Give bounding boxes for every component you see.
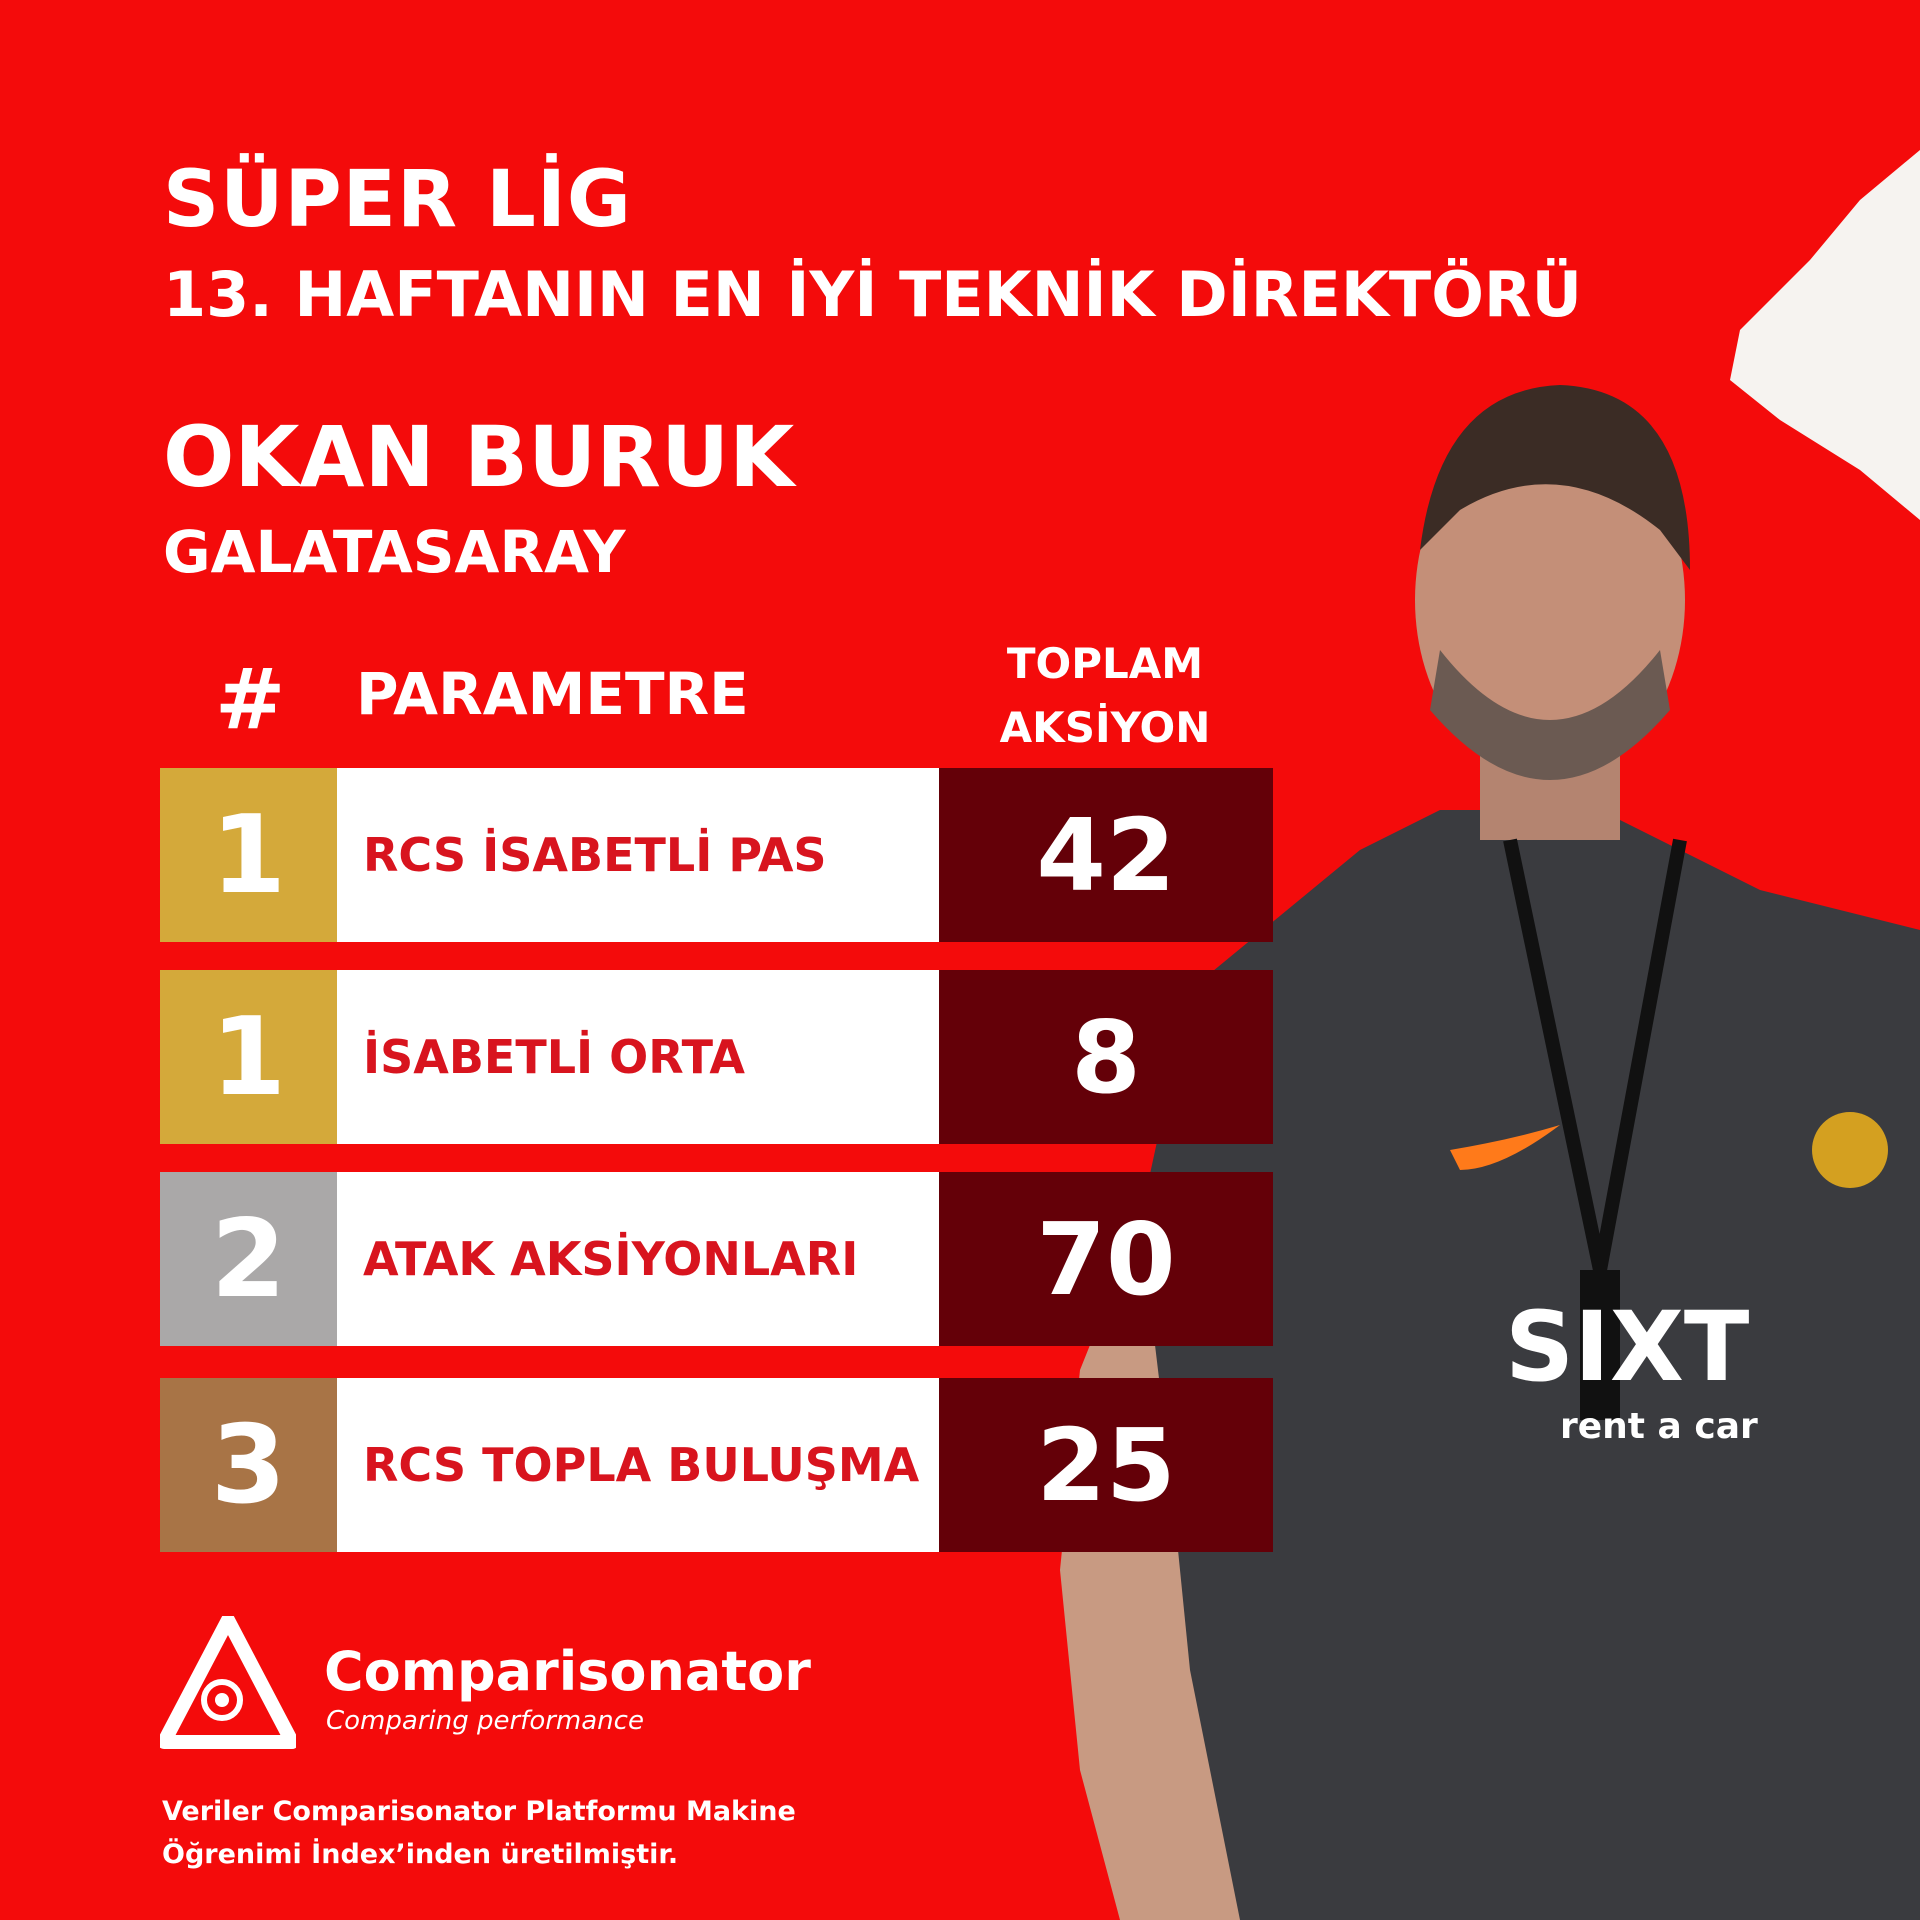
- coach-photo: SIXT rent a car: [1060, 385, 1920, 1920]
- table-row: 1 RCS İSABETLİ PAS 42: [160, 768, 1273, 942]
- total-cell: 70: [939, 1172, 1273, 1346]
- parameter-column-header: PARAMETRE: [356, 660, 749, 728]
- table-row: 1 İSABETLİ ORTA 8: [160, 970, 1273, 1144]
- total-column-header: TOPLAM AKSİYON: [980, 632, 1230, 760]
- brand-tagline: Comparing performance: [326, 1706, 644, 1736]
- parameter-cell: ATAK AKSİYONLARI: [337, 1172, 939, 1346]
- rank-cell: 2: [160, 1172, 337, 1346]
- brush-stroke-decoration: [1730, 150, 1920, 520]
- total-cell: 25: [939, 1378, 1273, 1552]
- award-title: 13. HAFTANIN EN İYİ TEKNİK DİREKTÖRÜ: [163, 258, 1583, 331]
- league-title: SÜPER LİG: [163, 155, 632, 245]
- rank-column-header: #: [215, 650, 286, 748]
- data-source-footnote: Veriler Comparisonator Platformu Makine …: [162, 1790, 796, 1876]
- table-row: 3 RCS TOPLA BULUŞMA 25: [160, 1378, 1273, 1552]
- table-row: 2 ATAK AKSİYONLARI 70: [160, 1172, 1273, 1346]
- sponsor-logo: SIXT: [1505, 1291, 1749, 1403]
- total-header-line2: AKSİYON: [999, 703, 1211, 752]
- comparisonator-logo-icon: [160, 1616, 296, 1749]
- coach-name: OKAN BURUK: [163, 408, 795, 506]
- brand-name: Comparisonator: [324, 1640, 811, 1703]
- footnote-line2: Öğrenimi İndex’inden üretilmiştir.: [162, 1839, 679, 1870]
- total-cell: 8: [939, 970, 1273, 1144]
- parameter-cell: İSABETLİ ORTA: [337, 970, 939, 1144]
- footnote-line1: Veriler Comparisonator Platformu Makine: [162, 1796, 796, 1827]
- club-crest-icon: [1812, 1112, 1888, 1188]
- nike-swoosh-icon: [1450, 1125, 1560, 1170]
- parameter-cell: RCS İSABETLİ PAS: [337, 768, 939, 942]
- rank-cell: 1: [160, 768, 337, 942]
- sponsor-subtitle: rent a car: [1560, 1406, 1758, 1447]
- total-cell: 42: [939, 768, 1273, 942]
- rank-cell: 1: [160, 970, 337, 1144]
- parameter-cell: RCS TOPLA BULUŞMA: [337, 1378, 939, 1552]
- total-header-line1: TOPLAM: [1006, 639, 1204, 688]
- club-name: GALATASARAY: [163, 518, 626, 586]
- rank-cell: 3: [160, 1378, 337, 1552]
